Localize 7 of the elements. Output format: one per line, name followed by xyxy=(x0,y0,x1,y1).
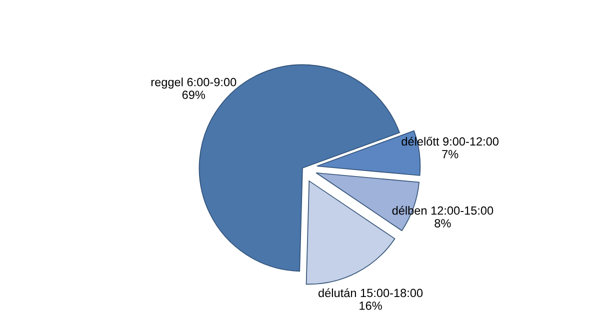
data-label: 7% xyxy=(442,150,458,158)
data-label: 16% xyxy=(360,302,382,310)
data-label: 8% xyxy=(434,219,451,228)
slice-label: délután 15:00-18:00 xyxy=(318,288,423,298)
slice-label: reggel 6:00-9:00 xyxy=(151,78,236,89)
data-label: 69% xyxy=(182,90,206,100)
slice-label: délben 12:00-15:00 xyxy=(392,206,494,215)
